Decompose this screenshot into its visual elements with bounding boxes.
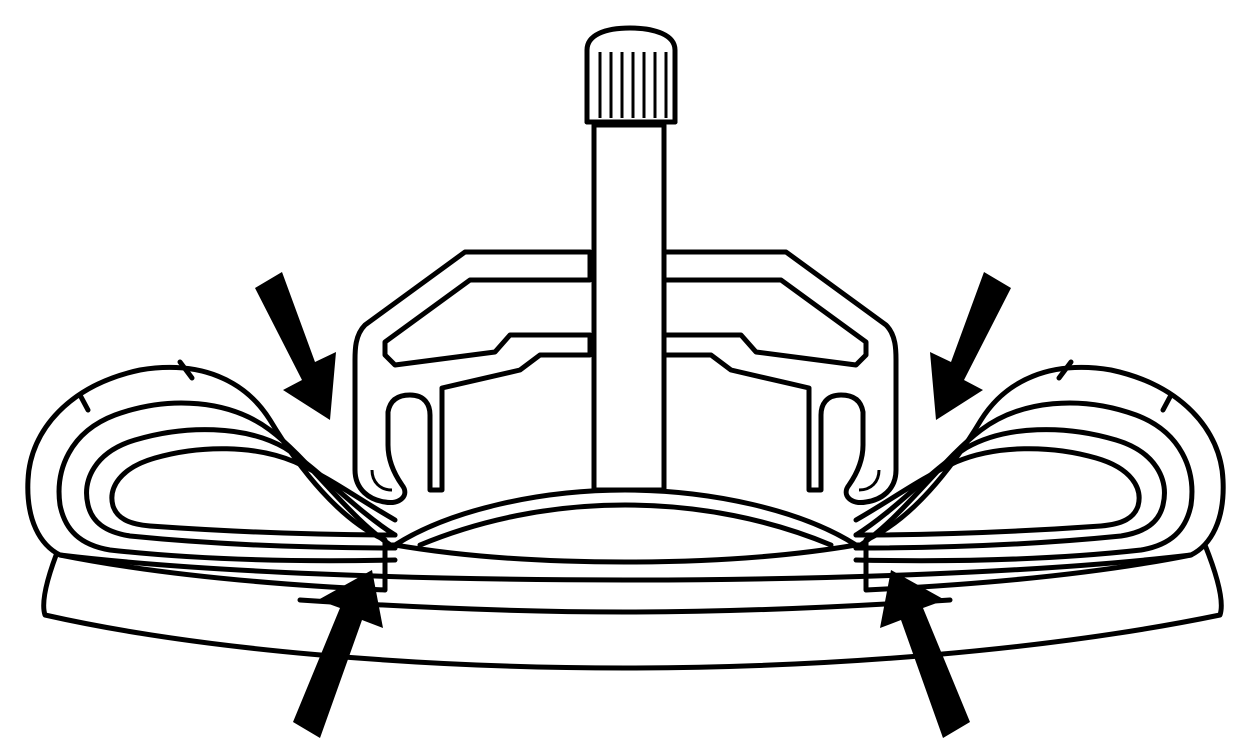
rim-right-wall <box>658 249 899 506</box>
inner-tube-inner-left <box>84 427 398 551</box>
valve-cap-knurl <box>598 52 668 118</box>
valve <box>584 25 678 493</box>
inner-tube-outer-right <box>853 400 1195 564</box>
arrow-bottom-right <box>880 570 970 738</box>
valve-cap <box>584 25 678 125</box>
arrow-bottom-left <box>293 570 383 738</box>
inner-tube-center-line <box>417 502 834 548</box>
inner-tube-core-right <box>853 446 1142 538</box>
inner-tube-outer-left <box>56 400 398 564</box>
inner-tube-inner-right <box>853 427 1167 551</box>
arrow-top-right <box>930 272 1011 420</box>
rim-left-wall <box>352 249 593 506</box>
rim <box>352 249 899 506</box>
rim-hook-left <box>370 469 393 492</box>
tire-tread-left <box>77 359 195 413</box>
rim-hook-right <box>858 469 881 492</box>
valve-stem <box>591 122 667 493</box>
inner-tube-core-left <box>109 446 398 538</box>
tire-tread-right <box>1056 359 1174 413</box>
inner-tube-center <box>392 487 859 565</box>
tube-base-line <box>57 552 1194 583</box>
arrows <box>255 272 1011 738</box>
inner-tube <box>56 400 1195 583</box>
tire-lower-band-line <box>297 597 953 615</box>
arrow-top-left <box>255 272 336 420</box>
